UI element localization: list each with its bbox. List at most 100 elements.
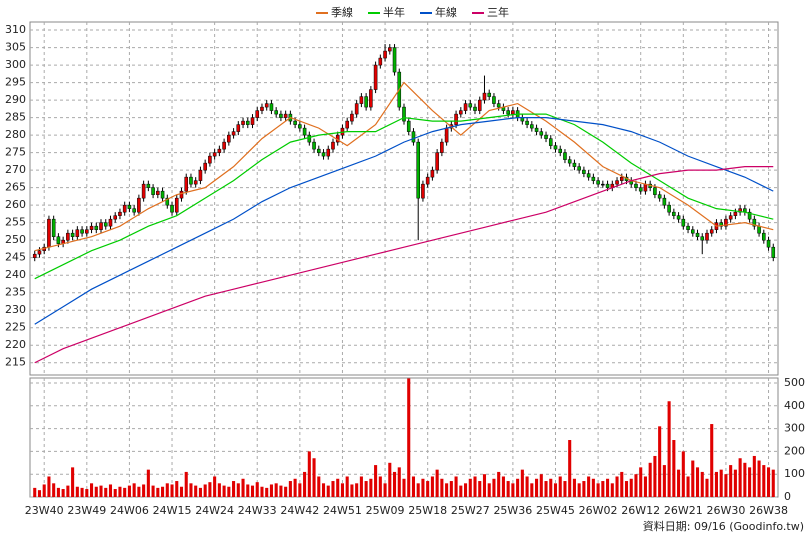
volume-bar	[516, 478, 520, 497]
y2-tick-label: 500	[784, 376, 805, 389]
volume-bar	[762, 465, 766, 497]
volume-bar	[700, 471, 704, 497]
candle-body	[463, 103, 468, 111]
candle-body	[709, 229, 714, 234]
candle-body	[700, 236, 705, 241]
y-tick-label: 275	[5, 146, 26, 159]
x-tick-label: 24W33	[238, 504, 277, 517]
candle-body	[99, 222, 103, 230]
volume-bar	[539, 474, 543, 497]
y-tick-label: 310	[5, 23, 26, 36]
volume-bar	[156, 487, 160, 497]
candle-body	[392, 47, 397, 73]
volume-bar	[705, 478, 709, 497]
candle-body	[747, 211, 752, 220]
candle-body	[591, 176, 596, 181]
candle-body	[369, 89, 373, 108]
volume-bar	[686, 476, 690, 497]
volume-bar	[293, 478, 297, 497]
volume-bar	[449, 481, 453, 497]
candle-body	[444, 127, 449, 143]
candle-body	[733, 211, 738, 216]
volume-bar	[269, 484, 273, 497]
volume-bar	[771, 469, 775, 497]
candle-body	[331, 141, 335, 150]
candle-body	[690, 229, 695, 234]
candle-body	[321, 152, 326, 157]
candle-body	[122, 204, 127, 213]
volume-bar	[232, 481, 236, 497]
candle-body	[203, 162, 207, 171]
candle-body	[534, 127, 539, 132]
volume-bar	[601, 481, 605, 497]
candle-body	[193, 180, 198, 185]
candle-body	[170, 204, 174, 213]
candle-body	[506, 110, 510, 115]
volume-bar	[123, 487, 127, 497]
candle-body	[359, 96, 364, 104]
candle-body	[511, 110, 515, 115]
candle-body	[421, 183, 425, 199]
volume-bar	[345, 476, 349, 497]
volume-bar	[374, 465, 378, 497]
y-tick-label: 295	[5, 76, 26, 89]
candle-body	[350, 113, 354, 122]
candle-body	[676, 215, 681, 220]
volume-bar	[37, 490, 42, 497]
x-tick-label: 26W02	[579, 504, 618, 517]
candle-body	[108, 218, 113, 227]
volume-bar	[454, 476, 458, 497]
candle-body	[459, 110, 463, 115]
footer: 資料日期: 09/16 (Goodinfo.tw)	[643, 519, 804, 533]
volume-bar	[478, 481, 482, 497]
candle-body	[47, 218, 51, 248]
volume-bar	[392, 471, 397, 497]
volume-bar	[643, 476, 647, 497]
volume-bar	[563, 481, 567, 497]
volume-bar	[492, 478, 496, 497]
candle-body	[653, 187, 657, 195]
y2-tick-label: 100	[784, 467, 805, 480]
y-tick-label: 305	[5, 41, 26, 54]
x-tick-label: 25W45	[536, 504, 575, 517]
candle-body	[473, 106, 477, 111]
candle-body	[184, 176, 189, 192]
volume-bar	[208, 482, 212, 497]
volume-bar	[672, 440, 676, 497]
candle-body	[482, 92, 487, 101]
candle-body	[657, 194, 662, 199]
y2-tick-label: 0	[784, 490, 791, 503]
volume-bar	[355, 483, 359, 497]
candle-body	[766, 239, 771, 248]
candle-body	[496, 103, 501, 108]
candle-body	[241, 120, 245, 125]
volume-bar	[350, 484, 354, 497]
volume-bar	[577, 483, 581, 497]
volume-bar	[544, 481, 548, 497]
x-tick-label: 24W42	[280, 504, 319, 517]
candle-body	[468, 103, 473, 108]
x-tick-label: 23W49	[67, 504, 106, 517]
volume-bar	[620, 471, 624, 497]
y-tick-label: 290	[5, 93, 26, 106]
volume-bar	[501, 476, 505, 497]
volume-bar	[146, 469, 150, 497]
candle-body	[752, 218, 757, 227]
candle-body	[406, 120, 411, 132]
volume-bar	[194, 485, 198, 497]
y-tick-label: 245	[5, 251, 26, 264]
x-tick-label: 26W38	[749, 504, 788, 517]
volume-bar	[170, 484, 174, 497]
candle-body	[156, 190, 160, 195]
candle-body	[586, 173, 591, 178]
volume-bar	[274, 483, 278, 497]
candle-body	[103, 222, 108, 227]
candle-body	[530, 124, 534, 129]
volume-bar	[710, 424, 714, 497]
volume-bar	[298, 483, 302, 497]
legend-label: 季線	[331, 5, 353, 19]
volume-bar	[435, 469, 439, 497]
candle-body	[127, 204, 132, 209]
x-tick-label: 24W06	[110, 504, 149, 517]
